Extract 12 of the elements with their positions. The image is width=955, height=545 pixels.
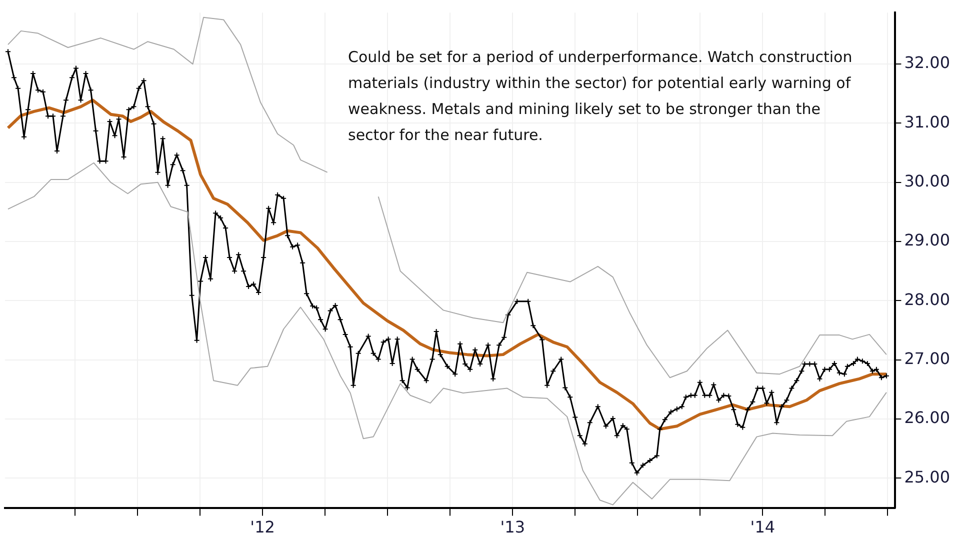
x-tick-label: '13: [500, 518, 525, 537]
y-tick-label: 29.00: [904, 230, 950, 250]
y-tick-label: 28.00: [904, 290, 950, 309]
y-tick-label: 31.00: [904, 112, 950, 132]
y-tick-label: 25.00: [904, 467, 950, 486]
x-tick-label: '14: [750, 518, 776, 537]
y-tick-label: 27.00: [904, 349, 950, 368]
y-tick-label: 32.00: [904, 53, 950, 72]
annotation: Could be set for a period of underperformance. Watch construction materials (industry within the sector) for potential early warning of weakness. Metals and mining likely set to be stronger than the sector for the near future.: [348, 48, 852, 144]
x-tick-label: '12: [250, 518, 275, 537]
y-tick-label: 26.00: [904, 408, 950, 428]
y-tick-label: 30.00: [904, 172, 950, 191]
